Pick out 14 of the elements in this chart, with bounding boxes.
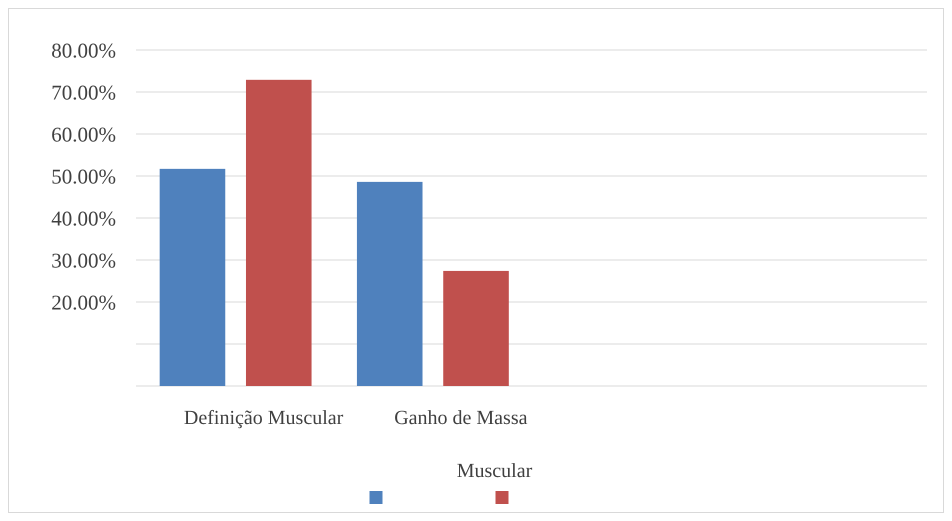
bar: [246, 80, 312, 386]
y-tick-label: 40.00%: [51, 206, 116, 230]
y-tick-label: 70.00%: [51, 80, 116, 104]
bar: [443, 270, 509, 386]
y-tick-label: 30.00%: [51, 248, 116, 272]
y-tick-label: 60.00%: [51, 122, 116, 146]
y-tick-label: 80.00%: [51, 38, 116, 62]
bar: [356, 182, 423, 386]
x-tick-label: Ganho de Massa: [394, 407, 528, 429]
x-tick-label: Definição Muscular: [184, 407, 344, 429]
legend-title: Muscular: [456, 460, 533, 482]
y-tick-label: 50.00%: [51, 164, 116, 188]
bar: [160, 168, 226, 386]
y-tick-label: 20.00%: [51, 290, 116, 314]
